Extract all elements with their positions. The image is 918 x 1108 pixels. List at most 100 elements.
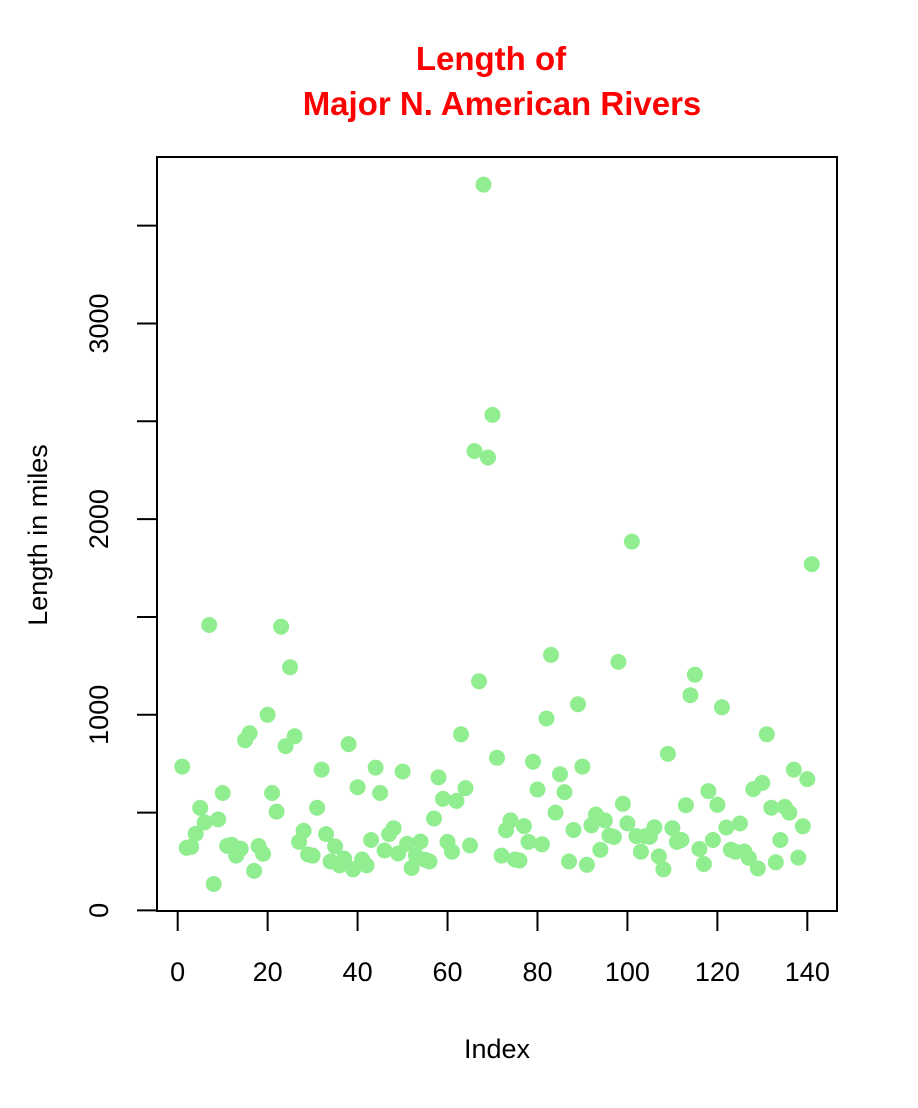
data-point	[394, 763, 411, 780]
data-point	[763, 799, 780, 816]
x-tick-label: 120	[695, 957, 740, 987]
x-tick-label: 20	[253, 957, 283, 987]
data-point	[493, 847, 510, 864]
data-point	[444, 843, 460, 860]
data-point	[475, 176, 492, 193]
y-axis: 0 1000 2000 3000	[84, 224, 158, 918]
data-point	[480, 449, 496, 466]
data-point	[740, 850, 757, 866]
data-point	[556, 784, 573, 801]
data-point	[448, 792, 465, 809]
data-point	[462, 837, 478, 854]
data-point	[543, 646, 559, 663]
data-point	[264, 785, 281, 801]
data-point	[592, 841, 609, 858]
data-point	[201, 617, 218, 633]
data-point	[313, 761, 330, 778]
chart-title-line-2: Major N. American Rivers	[303, 85, 702, 122]
data-point	[574, 758, 591, 775]
data-point	[565, 822, 582, 838]
data-point	[187, 825, 204, 842]
data-point	[363, 832, 380, 848]
data-point	[646, 819, 663, 836]
data-point	[785, 761, 802, 778]
data-point	[700, 783, 717, 800]
data-point	[205, 876, 222, 892]
data-point	[385, 820, 402, 837]
data-point	[718, 819, 735, 836]
y-tick-label: 1000	[84, 685, 114, 745]
data-point	[282, 659, 299, 676]
data-point	[803, 556, 820, 573]
data-point	[318, 826, 335, 843]
data-point	[794, 818, 811, 835]
data-point	[561, 853, 577, 870]
data-point	[286, 728, 303, 745]
data-point	[196, 814, 213, 831]
data-point	[376, 842, 393, 859]
data-point	[520, 833, 537, 850]
data-point	[529, 781, 546, 798]
data-point	[754, 774, 771, 791]
data-point	[695, 856, 712, 872]
data-point	[340, 736, 357, 753]
data-point	[781, 804, 798, 821]
data-point	[502, 812, 519, 829]
data-point	[596, 812, 613, 829]
data-point	[412, 833, 429, 850]
data-point	[547, 804, 564, 821]
data-point	[457, 780, 474, 797]
x-tick-label: 0	[170, 957, 185, 987]
x-tick-label: 40	[343, 957, 373, 987]
data-point	[534, 836, 550, 853]
y-tick-label: 2000	[84, 489, 114, 549]
data-point	[399, 835, 416, 852]
data-point	[682, 687, 699, 704]
data-point	[471, 673, 487, 690]
data-point	[790, 849, 807, 866]
data-point	[538, 710, 555, 727]
data-point	[246, 862, 263, 879]
data-point	[516, 818, 532, 835]
data-point	[489, 749, 505, 766]
data-point	[309, 799, 326, 816]
data-point	[268, 803, 285, 820]
data-point	[259, 706, 276, 723]
data-point	[367, 759, 384, 776]
data-point	[241, 725, 258, 742]
data-point	[484, 406, 501, 423]
data-point	[691, 841, 708, 857]
data-point	[421, 853, 438, 870]
data-point	[210, 811, 227, 828]
y-axis-label: Length in miles	[23, 444, 53, 626]
data-point	[709, 796, 726, 813]
data-point	[605, 829, 622, 845]
data-point	[619, 815, 636, 832]
data-point	[403, 860, 420, 876]
x-tick-label: 100	[605, 957, 650, 987]
data-points	[174, 176, 820, 892]
data-point	[659, 745, 676, 762]
data-point	[704, 832, 721, 848]
data-point	[677, 797, 694, 814]
data-point	[664, 820, 681, 837]
data-point	[336, 850, 353, 867]
data-point	[372, 785, 389, 801]
data-point	[295, 822, 312, 839]
data-point	[466, 443, 483, 459]
data-point	[430, 769, 447, 786]
x-tick-label: 80	[522, 957, 552, 987]
data-point	[578, 856, 595, 873]
data-point	[655, 861, 672, 878]
x-tick-label: 60	[433, 957, 463, 987]
data-point	[650, 848, 667, 865]
data-point	[304, 847, 321, 864]
data-point	[192, 799, 209, 816]
data-point	[610, 653, 627, 670]
data-point	[435, 790, 451, 807]
data-point	[614, 795, 631, 812]
data-point	[758, 726, 775, 743]
data-point	[349, 779, 366, 796]
data-point	[183, 838, 200, 855]
